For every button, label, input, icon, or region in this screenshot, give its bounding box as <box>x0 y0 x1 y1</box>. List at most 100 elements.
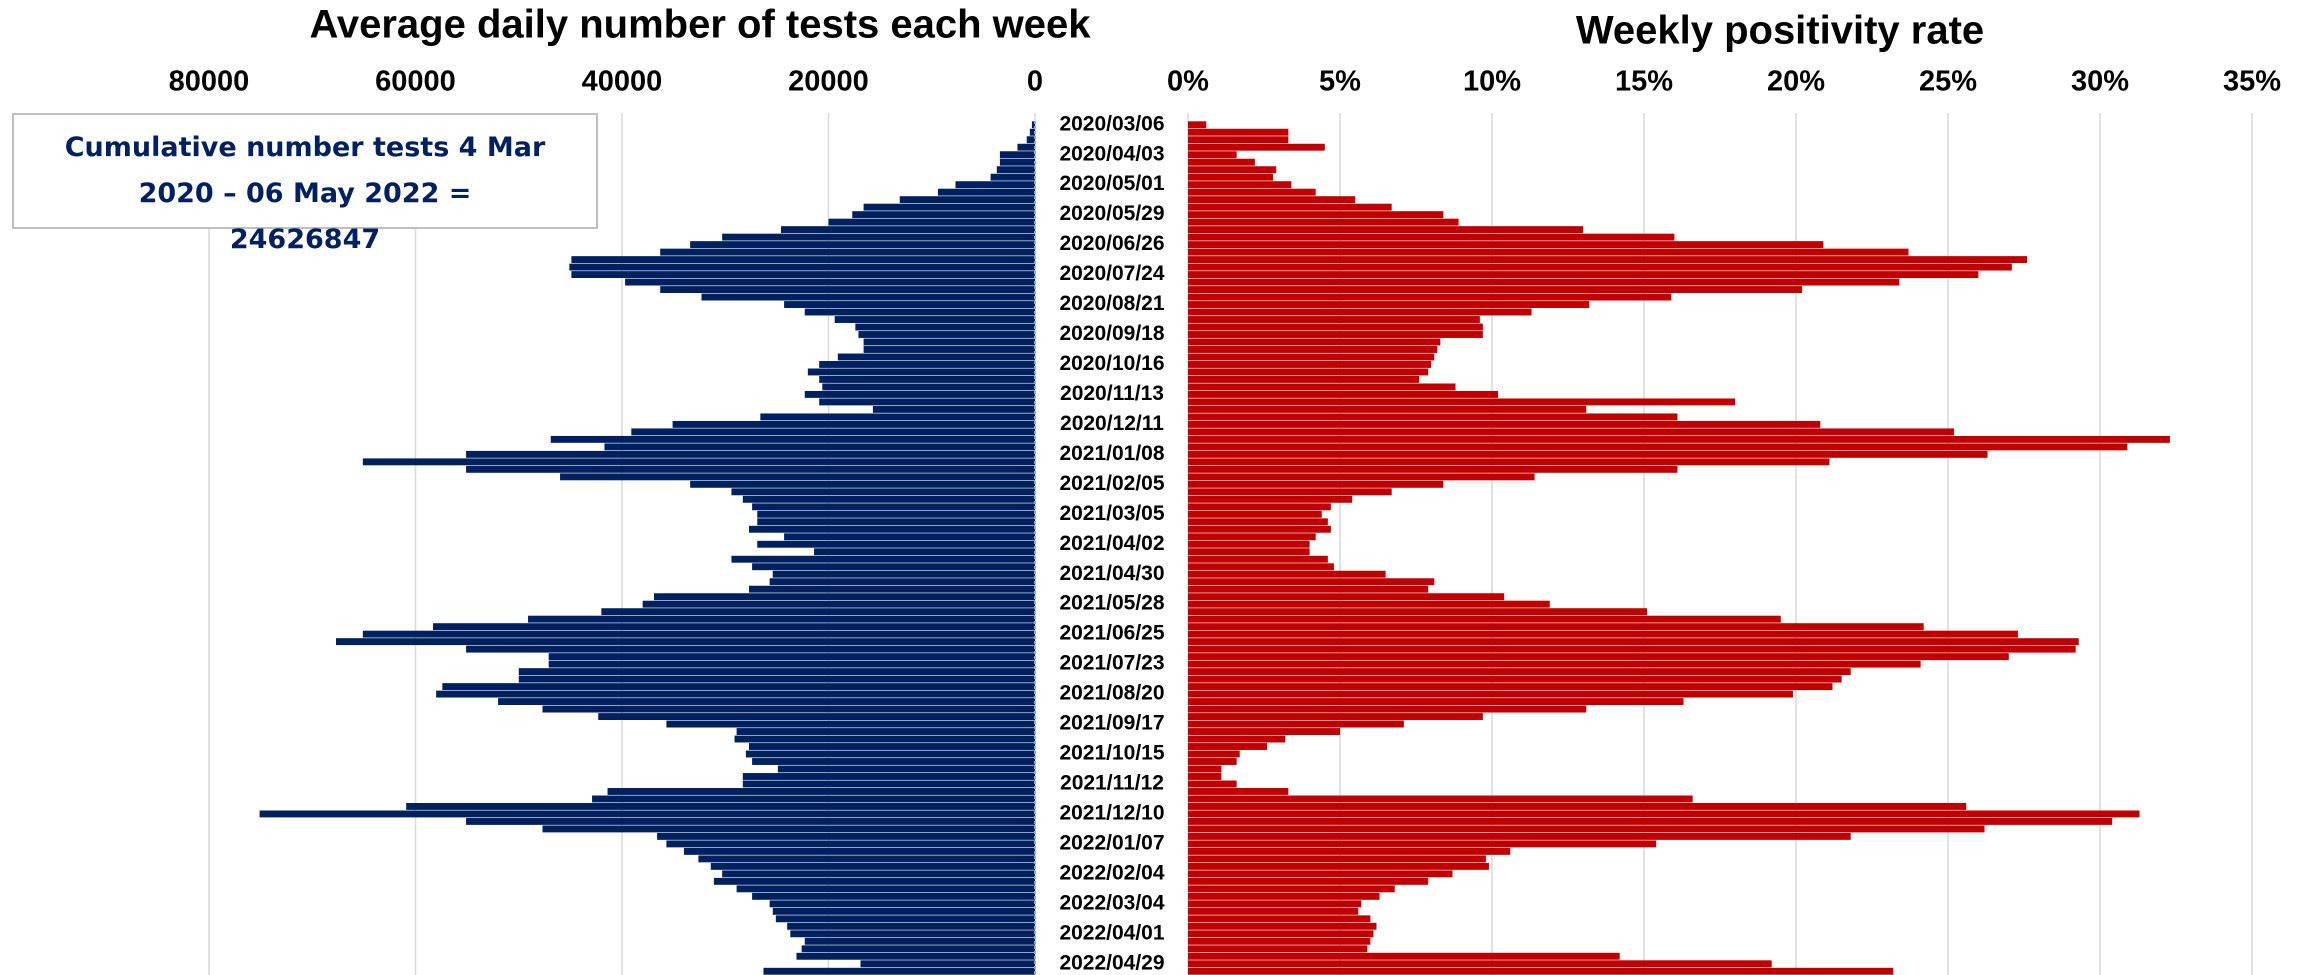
bar <box>631 428 1035 436</box>
bar <box>498 698 1036 706</box>
bar <box>775 915 1035 923</box>
bar <box>1188 308 1532 316</box>
x-tick-label: 20000 <box>788 66 869 98</box>
bar <box>710 862 1035 870</box>
bar <box>1188 570 1386 578</box>
bar <box>335 638 1035 646</box>
bar <box>698 855 1035 863</box>
bar <box>1188 630 2018 638</box>
y-tick-label: 2022/03/04 <box>1059 891 1164 914</box>
annotation: Cumulative number tests 4 Mar 2020 – 06 … <box>12 113 598 255</box>
bar <box>1188 301 1590 308</box>
bar <box>1188 653 2009 661</box>
bar <box>1188 518 1328 526</box>
bar <box>814 548 1035 556</box>
bar <box>796 952 1035 960</box>
bar <box>1188 832 1851 840</box>
bar <box>801 945 1035 953</box>
bar <box>734 735 1035 743</box>
y-tick-label: 2020/10/16 <box>1059 352 1164 375</box>
bar <box>1188 847 1511 855</box>
y-tick-label: 2020/04/03 <box>1059 142 1164 165</box>
bar <box>855 323 1035 331</box>
bar <box>1188 915 1371 923</box>
bar <box>752 563 1035 571</box>
y-tick-label: 2021/09/17 <box>1059 712 1164 735</box>
bar <box>1188 870 1453 878</box>
y-tick-label: 2021/06/25 <box>1059 622 1164 645</box>
bar <box>769 900 1035 908</box>
bar <box>1188 743 1268 750</box>
chart-title: Average daily number of tests each week <box>309 3 1091 47</box>
bar <box>550 435 1035 443</box>
bar <box>1188 226 1584 234</box>
y-tick-label: 2020/05/01 <box>1059 172 1164 195</box>
bar <box>660 248 1035 256</box>
x-tick-label: 35% <box>2223 66 2281 98</box>
bar <box>1188 525 1331 533</box>
bar <box>1188 383 1456 391</box>
bar <box>742 773 1035 780</box>
bar <box>1188 368 1429 376</box>
y-tick-label: 2020/07/24 <box>1059 262 1164 285</box>
y-tick-label: 2021/08/20 <box>1059 682 1164 705</box>
bar <box>1188 376 1420 383</box>
bar <box>1188 555 1328 563</box>
bar <box>1188 271 1979 279</box>
bar <box>625 278 1035 286</box>
bar <box>1188 510 1322 518</box>
bar <box>642 600 1035 608</box>
bar <box>1188 443 2128 451</box>
bar <box>736 885 1035 893</box>
bar <box>1026 136 1035 144</box>
y-tick-label: 2020/11/13 <box>1060 382 1164 405</box>
bar <box>804 937 1035 945</box>
y-tick-label: 2021/04/30 <box>1059 562 1164 585</box>
bar <box>1188 593 1505 601</box>
bar <box>742 780 1035 788</box>
bar <box>777 765 1035 773</box>
bar <box>1188 735 1286 743</box>
bar <box>607 788 1035 795</box>
y-tick-label: 2021/05/28 <box>1059 592 1164 615</box>
bar <box>1188 623 1924 631</box>
bar <box>442 683 1036 691</box>
bar <box>1017 143 1035 151</box>
bar <box>1188 241 1824 249</box>
bar <box>757 518 1035 526</box>
bar <box>1188 338 1441 346</box>
bar <box>760 413 1035 421</box>
bar <box>1188 548 1310 556</box>
bar <box>1188 728 1340 735</box>
bar <box>852 211 1035 219</box>
bar <box>804 390 1035 398</box>
bar <box>1188 413 1678 421</box>
bar <box>1188 420 1821 428</box>
bar <box>1188 585 1429 593</box>
bar <box>937 188 1035 196</box>
bar <box>1188 390 1499 398</box>
bar <box>863 338 1035 346</box>
bar <box>955 181 1035 189</box>
bar <box>1188 480 1444 488</box>
bar <box>701 293 1035 301</box>
bar <box>1188 435 2170 443</box>
bar <box>858 331 1035 338</box>
bar <box>657 832 1035 840</box>
bar <box>819 398 1035 406</box>
bar <box>1188 398 1736 406</box>
x-tick-label: 60000 <box>375 66 456 98</box>
bar <box>996 166 1035 174</box>
bar <box>433 623 1035 631</box>
bar <box>837 353 1035 361</box>
bar <box>1188 353 1435 361</box>
bar <box>999 158 1035 166</box>
bar <box>1188 405 1587 413</box>
bar <box>769 578 1035 586</box>
bar <box>1188 675 1842 683</box>
bar <box>1188 473 1535 481</box>
bar <box>518 668 1035 676</box>
y-tick-label: 2021/11/12 <box>1060 772 1164 795</box>
bar <box>1188 907 1359 915</box>
bar <box>1188 278 1900 286</box>
